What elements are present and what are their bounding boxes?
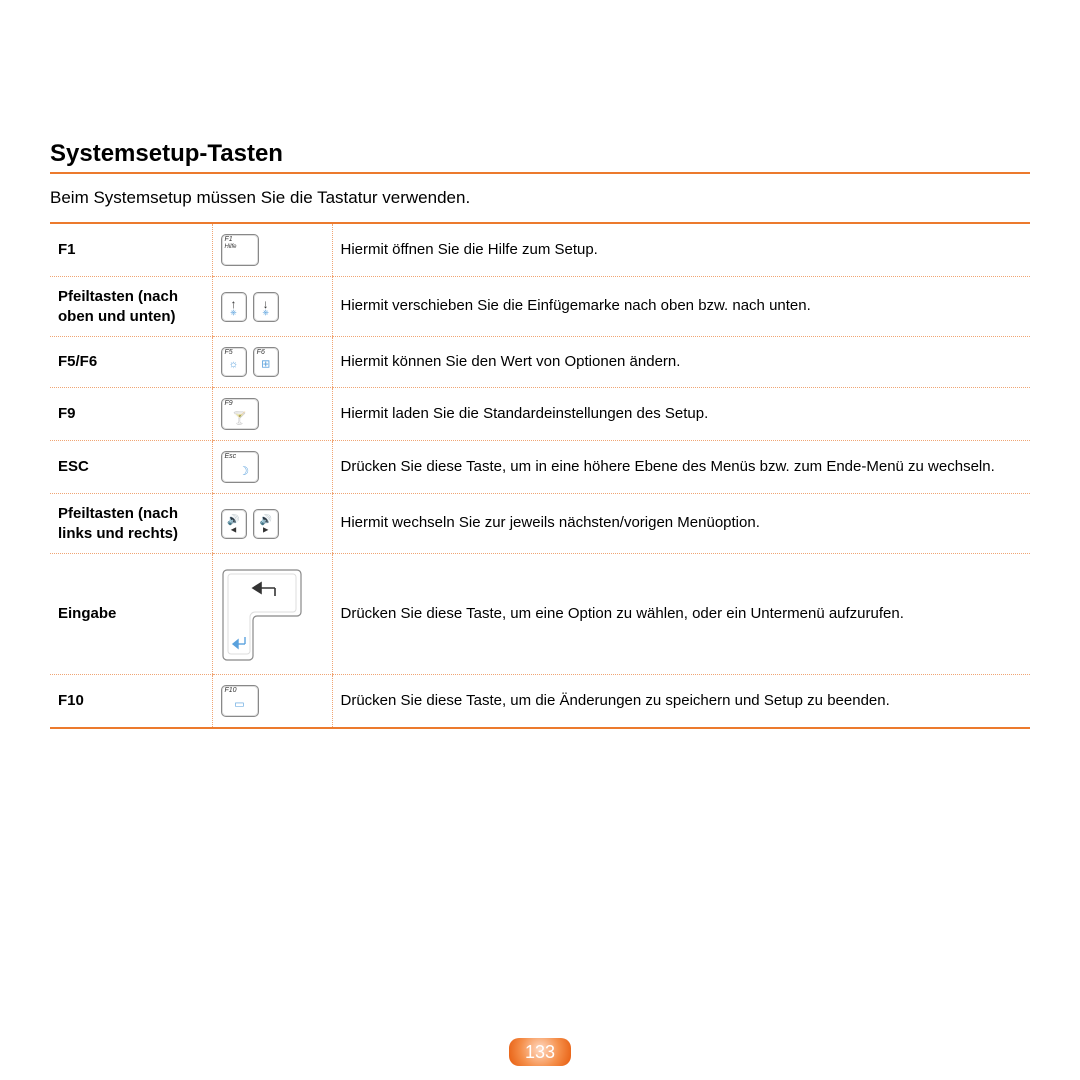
key-desc: Hiermit wechseln Sie zur jeweils nächste… [332,494,1030,554]
keycap-up-arrow-icon: ↑ ⎈ [221,292,247,322]
page-number: 133 [509,1038,571,1066]
key-name: ESC [50,441,212,494]
key-desc: Hiermit verschieben Sie die Einfügemarke… [332,277,1030,337]
keycap-right-arrow-icon: 🔊 ► [253,509,279,539]
keys-table: F1 F1 Hilfe Hiermit öffnen Sie die Hilfe… [50,222,1030,729]
table-row: F10 F10 ▭ Drücken Sie diese Taste, um di… [50,675,1030,729]
keycap-f6-icon: F6 ⊞ [253,347,279,377]
intro-text: Beim Systemsetup müssen Sie die Tastatur… [50,188,1030,208]
key-icons-cell: F1 Hilfe [212,223,332,277]
keycap-label: F10 [225,687,237,694]
key-desc: Drücken Sie diese Taste, um die Änderung… [332,675,1030,729]
table-row: F5/F6 F5 ☼ F6 ⊞ Hiermit können Sie den W… [50,337,1030,388]
key-desc: Drücken Sie diese Taste, um eine Option … [332,554,1030,675]
key-icons-cell: 🔊 ◄ 🔊 ► [212,494,332,554]
keycap-f9-icon: F9 🍸 [221,398,259,430]
table-row: Pfeiltasten (nach links und rechts) 🔊 ◄ … [50,494,1030,554]
keycap-enter-icon [221,566,303,662]
table-row: Pfeiltasten (nach oben und unten) ↑ ⎈ ↓ … [50,277,1030,337]
keycap-left-arrow-icon: 🔊 ◄ [221,509,247,539]
key-desc: Hiermit öffnen Sie die Hilfe zum Setup. [332,223,1030,277]
table-row: Eingabe [50,554,1030,675]
key-name: F10 [50,675,212,729]
table-row: F9 F9 🍸 Hiermit laden Sie die Standardei… [50,388,1030,441]
key-desc: Hiermit können Sie den Wert von Optionen… [332,337,1030,388]
key-desc: Hiermit laden Sie die Standardeinstellun… [332,388,1030,441]
key-icons-cell [212,554,332,675]
section-heading: Systemsetup-Tasten [50,140,1030,168]
keycap-f5-icon: F5 ☼ [221,347,247,377]
keycap-esc-icon: Esc ☽ [221,451,259,483]
keycap-sublabel: Hilfe [225,244,237,250]
keycap-label: Esc [225,453,237,460]
key-name: Pfeiltasten (nach oben und unten) [50,277,212,337]
table-row: ESC Esc ☽ Drücken Sie diese Taste, um in… [50,441,1030,494]
key-name: F1 [50,223,212,277]
key-desc: Drücken Sie diese Taste, um in eine höhe… [332,441,1030,494]
key-icons-cell: F5 ☼ F6 ⊞ [212,337,332,388]
keycap-label: F1 [225,236,233,243]
keycap-f10-icon: F10 ▭ [221,685,259,717]
keycap-f1-icon: F1 Hilfe [221,234,259,266]
key-name: F5/F6 [50,337,212,388]
key-name: F9 [50,388,212,441]
key-icons-cell: Esc ☽ [212,441,332,494]
key-icons-cell: F9 🍸 [212,388,332,441]
keycap-down-arrow-icon: ↓ ⎈ [253,292,279,322]
keycap-label: F9 [225,400,233,407]
key-icons-cell: F10 ▭ [212,675,332,729]
keycap-label: F5 [225,349,233,356]
key-name: Pfeiltasten (nach links und rechts) [50,494,212,554]
key-icons-cell: ↑ ⎈ ↓ ⎈ [212,277,332,337]
keycap-label: F6 [257,349,265,356]
key-name: Eingabe [50,554,212,675]
table-row: F1 F1 Hilfe Hiermit öffnen Sie die Hilfe… [50,223,1030,277]
heading-rule [50,172,1030,174]
